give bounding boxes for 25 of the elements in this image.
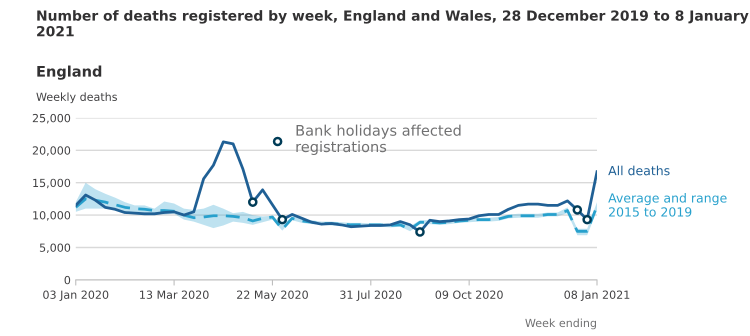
point: [572, 205, 582, 215]
legend-label: Bank holidays affected registrations: [296, 124, 461, 156]
chart-subtitle: England: [37, 66, 102, 80]
y-tick-label: 20,000: [32, 146, 70, 156]
y-tick-label: 5,000: [40, 243, 70, 254]
x-tick-label: 03 Jan 2020: [43, 290, 108, 301]
point: [582, 214, 592, 224]
x-axis-title: Week ending: [525, 318, 596, 330]
series-label: Average and range 2015 to 2019: [608, 192, 727, 217]
series-label: All deaths: [608, 166, 670, 176]
point: [415, 227, 425, 237]
chart-title: Number of deaths registered by week, England and Wales, 28 December 2019 to 8 January 2021: [37, 10, 749, 36]
line-series: [76, 198, 597, 233]
point: [248, 197, 258, 207]
y-axis-title: Weekly deaths: [36, 92, 117, 104]
point: [277, 214, 288, 224]
x-tick-label: 31 Jul 2020: [340, 290, 402, 301]
x-tick-label: 13 Mar 2020: [140, 290, 209, 299]
x-tick-label: 08 Jan 2021: [564, 290, 630, 301]
y-tick-label: 0: [64, 276, 70, 284]
y-tick-label: 25,000: [32, 114, 70, 124]
y-tick-label: 15,000: [33, 178, 70, 188]
y-tick-label: 10,000: [33, 211, 70, 221]
x-tick-label: 09 Oct 2020: [436, 290, 503, 299]
x-tick-label: 22 May 2020: [237, 290, 308, 302]
